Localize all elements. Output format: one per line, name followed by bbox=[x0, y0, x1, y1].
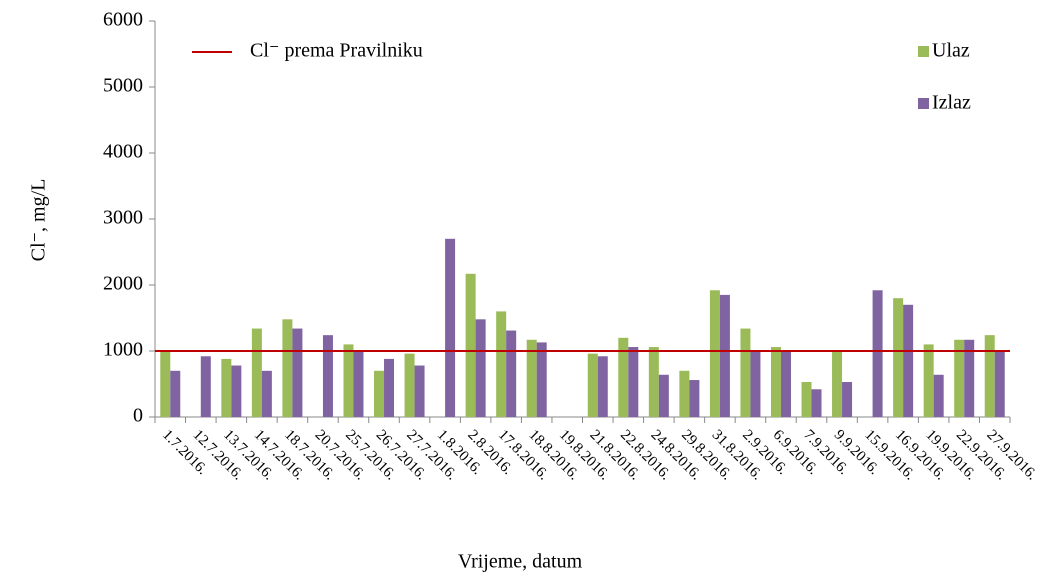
bar bbox=[740, 328, 751, 417]
bar bbox=[475, 319, 486, 417]
bar bbox=[658, 374, 669, 417]
bar bbox=[353, 351, 364, 417]
bar bbox=[689, 380, 700, 417]
bar bbox=[465, 273, 476, 417]
y-tick-label: 4000 bbox=[103, 141, 143, 163]
bar bbox=[832, 351, 843, 417]
bar bbox=[679, 370, 690, 417]
bar bbox=[536, 342, 547, 417]
bar bbox=[801, 382, 812, 417]
bar bbox=[811, 389, 822, 417]
y-tick-label: 2000 bbox=[103, 273, 143, 295]
bar bbox=[261, 370, 272, 417]
bar bbox=[282, 319, 293, 417]
y-tick-label: 3000 bbox=[103, 207, 143, 229]
bar bbox=[933, 374, 944, 417]
bar bbox=[923, 344, 934, 417]
bar bbox=[322, 335, 333, 417]
bar bbox=[374, 370, 385, 417]
bar bbox=[780, 351, 791, 417]
y-tick-label: 6000 bbox=[103, 9, 143, 31]
bar bbox=[954, 339, 965, 417]
bar bbox=[709, 290, 720, 417]
bar bbox=[414, 365, 425, 417]
y-axis-label: Cl⁻, mg/L bbox=[28, 179, 50, 262]
bar bbox=[160, 351, 171, 417]
bar bbox=[445, 238, 456, 417]
legend-label: Izlaz bbox=[932, 92, 971, 114]
bar bbox=[903, 304, 914, 417]
bar bbox=[872, 290, 883, 417]
bar bbox=[526, 339, 537, 417]
bar bbox=[770, 347, 781, 417]
bar bbox=[587, 353, 598, 417]
bar bbox=[292, 328, 303, 417]
bar bbox=[750, 351, 761, 417]
legend-swatch bbox=[918, 46, 929, 57]
bar bbox=[628, 347, 639, 417]
bar bbox=[648, 347, 659, 417]
x-axis-label: Vrijeme, datum bbox=[458, 551, 583, 573]
bar bbox=[404, 353, 415, 417]
bar bbox=[597, 356, 608, 417]
bar bbox=[506, 330, 517, 417]
y-tick-label: 1000 bbox=[103, 339, 143, 361]
bar bbox=[984, 335, 995, 417]
bar bbox=[719, 294, 730, 417]
y-tick-label: 0 bbox=[133, 405, 143, 427]
bar bbox=[893, 298, 904, 417]
bar bbox=[964, 339, 975, 417]
bar bbox=[842, 382, 853, 417]
legend-label: Ulaz bbox=[932, 40, 970, 62]
bar bbox=[496, 311, 507, 417]
legend-swatch bbox=[918, 98, 929, 109]
bar bbox=[231, 365, 242, 417]
bar bbox=[618, 337, 629, 417]
y-tick-label: 5000 bbox=[103, 75, 143, 97]
bar bbox=[221, 358, 232, 417]
bar bbox=[251, 328, 262, 417]
legend-label: Cl⁻ prema Pravilniku bbox=[250, 40, 423, 62]
bar bbox=[994, 351, 1005, 417]
bar bbox=[200, 356, 211, 417]
bar bbox=[170, 370, 181, 417]
bar bbox=[343, 344, 354, 417]
bar bbox=[384, 358, 395, 417]
